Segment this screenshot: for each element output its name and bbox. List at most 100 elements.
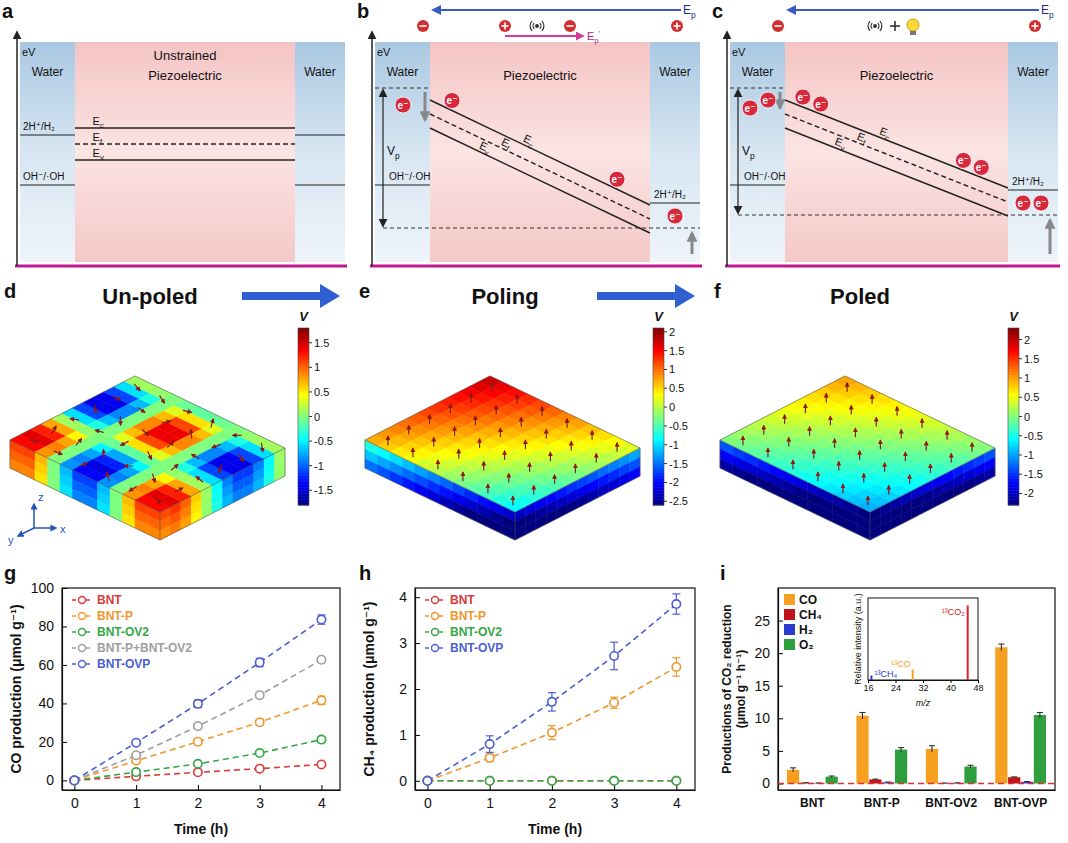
label-sub: p [594, 36, 598, 45]
colorbar-tick [664, 369, 667, 370]
tick: 40 [946, 680, 956, 693]
colorbar-tick-label: 2 [669, 326, 675, 338]
error-cap [829, 775, 835, 776]
tick: BNT-OVP [994, 790, 1047, 810]
colorbar-tick [309, 367, 312, 368]
data-point [255, 764, 263, 772]
error-cap [1011, 776, 1017, 777]
shift-arrow [691, 233, 694, 254]
polarization-arrow [930, 464, 931, 473]
colorbar-step [653, 331, 664, 334]
colorbar-step [298, 390, 309, 393]
colorbar-step [653, 349, 664, 352]
colorbar-step [653, 493, 664, 496]
polarization-arrow [121, 441, 129, 445]
error-stem [931, 746, 932, 753]
legend-swatch [784, 639, 795, 650]
field-label: Ep [1041, 3, 1054, 20]
data-point [672, 777, 680, 785]
level-label: OH⁻/·OH [23, 171, 64, 182]
internal-field-arrow [505, 35, 583, 37]
colorbar-step [298, 366, 309, 369]
series-line [74, 700, 321, 780]
colorbar-tick-label: -1.5 [669, 458, 688, 470]
polarization-arrow [504, 451, 505, 460]
colorbar-tick [309, 416, 312, 417]
electron-label: e⁻ [447, 95, 458, 106]
tick-mark [62, 626, 67, 627]
error-bar [929, 746, 935, 753]
tick-mark [415, 597, 420, 598]
colorbar-step [298, 352, 309, 355]
polarization-arrow [408, 426, 409, 435]
polarization-arrow [107, 472, 110, 481]
tick: 32 [918, 680, 928, 693]
series-line [74, 740, 321, 781]
charge-icon [1029, 20, 1041, 32]
error-cap [898, 747, 904, 748]
slab-side-cell [415, 483, 428, 498]
error-cap [610, 642, 618, 643]
axis-unit: eV [377, 46, 391, 58]
colorbar-step [298, 358, 309, 361]
colorbar-tick-label: 0 [669, 401, 675, 413]
slab [365, 376, 640, 540]
charge-circle [772, 20, 784, 32]
polarization-arrow [162, 421, 171, 423]
polarization-arrow [571, 442, 572, 451]
colorbar-step [1008, 355, 1019, 358]
piezo-region [75, 42, 295, 262]
charge-circle [564, 20, 576, 32]
field-label: Ep [683, 3, 696, 20]
slab-side-cell [880, 520, 890, 535]
polarization-arrow [175, 488, 183, 492]
slab-edge [365, 440, 366, 468]
medium-label: Water [659, 65, 691, 79]
slab-side-cell [974, 472, 984, 487]
series-line [427, 604, 676, 781]
colorbar-step [298, 387, 309, 390]
slab-side-cell [110, 507, 123, 522]
legend-marker [79, 645, 86, 652]
redox-level [20, 184, 75, 185]
colorbar-step [298, 484, 309, 487]
shift-arrow [424, 92, 427, 120]
tick-mark [74, 785, 75, 790]
slab-side-cell [858, 525, 871, 540]
polarization-arrow [171, 464, 178, 470]
polarization-arrow [921, 419, 922, 428]
inset: 1624324048¹³CH₄¹³CO¹³CO₂m/zRelative inte… [853, 593, 983, 708]
error-bar [610, 642, 618, 670]
colorbar-step [298, 405, 309, 408]
level-label: 2H⁺/H₂ [23, 121, 55, 132]
polarization-arrow [138, 407, 145, 412]
colorbar-step [1008, 372, 1019, 375]
colorbar-step [653, 334, 664, 337]
slab-side-cell [181, 515, 191, 530]
legend-marker [432, 645, 439, 652]
colorbar-step [653, 328, 664, 331]
colorbar-tick-label: 1 [314, 361, 320, 373]
water-region [295, 42, 345, 262]
error-stem [1001, 644, 1002, 651]
tick-mark [321, 785, 322, 790]
colorbar-step [298, 417, 309, 420]
sound-wave [868, 21, 870, 31]
colorbar-step [1008, 387, 1019, 390]
legend-swatch [784, 594, 795, 605]
polarization-arrow [190, 430, 192, 439]
legend: BNTBNT-PBNT-OV2BNT-P+BNT-OV2BNT-OVP [72, 593, 192, 671]
label-main: E [683, 3, 691, 17]
error-cap [860, 712, 866, 713]
colorbar-step [653, 393, 664, 396]
colorbar-step [653, 408, 664, 411]
colorbar: V21.510.50-0.5-1-1.5-2 [1008, 309, 1043, 506]
data-point [255, 718, 263, 726]
data-point [317, 735, 325, 743]
medium-label: Piezoelectric [860, 68, 934, 83]
electron-label: e⁻ [958, 155, 969, 166]
error-cap [790, 767, 796, 768]
polarization-arrow [834, 439, 835, 448]
electron-label: e⁻ [670, 211, 681, 222]
water-region [650, 42, 700, 262]
